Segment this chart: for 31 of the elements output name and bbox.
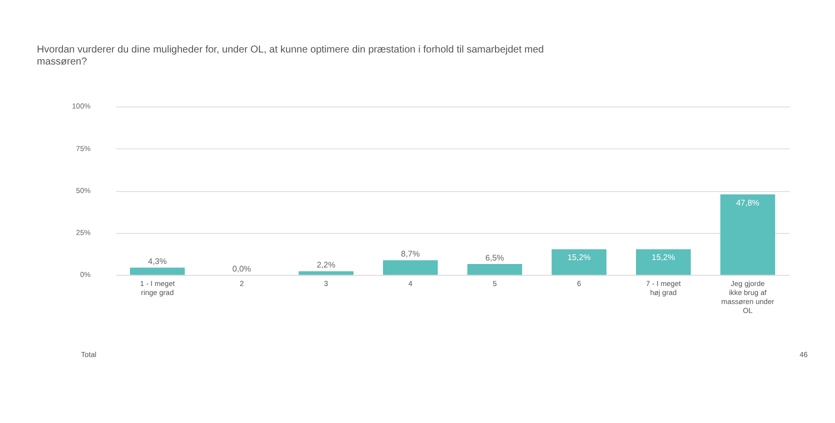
data-label: 0,0% (232, 264, 252, 274)
data-label: 8,7% (401, 250, 420, 259)
bar (298, 271, 354, 275)
bar (552, 249, 606, 275)
x-tick-label: 7 - I meget høj grad (646, 278, 681, 297)
chart-title: Hvordan vurderer du dine muligheder for, under OL, at kunne optimere din præstation i forhold til samarbejdet med massøren? (36, 44, 544, 68)
x-tick-label: 1 - I meget ringe grad (140, 278, 175, 297)
x-tick-label: 5 (492, 278, 497, 288)
bar (720, 194, 776, 275)
data-label: 2,2% (316, 260, 336, 270)
y-tick-label: 100% (72, 102, 92, 111)
x-tick-label: Jeg gjorde ikke brug af massøren under OL (721, 278, 775, 316)
bar (130, 268, 185, 275)
bar (636, 249, 691, 275)
x-tick-label: 2 (240, 278, 244, 288)
x-tick-label: 4 (408, 278, 412, 288)
data-label: 4,3% (148, 257, 167, 266)
y-tick-label: 0% (80, 270, 92, 280)
y-tick-label: 25% (76, 228, 92, 238)
x-tick-label: 6 (577, 278, 582, 288)
data-label: 15,2% (567, 253, 591, 262)
y-tick-label: 75% (76, 144, 92, 153)
data-label: 6,5% (485, 253, 504, 262)
text: 46 (800, 350, 808, 359)
bar (382, 260, 438, 275)
y-tick-label: 50% (76, 186, 92, 195)
data-label: 47,8% (736, 198, 760, 208)
data-label: 15,2% (652, 253, 675, 262)
text: Total (81, 350, 97, 359)
x-tick-label: 3 (324, 278, 328, 288)
bar (467, 264, 522, 275)
